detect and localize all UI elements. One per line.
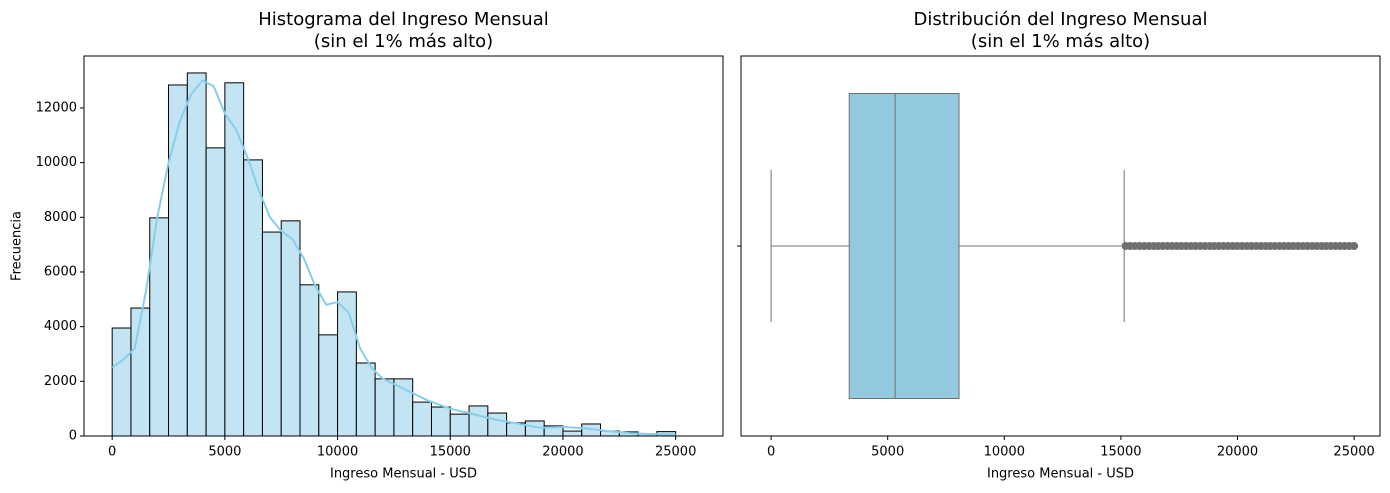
bar (562, 430, 583, 437)
x-tick-label: 5000 (871, 445, 904, 460)
x-tick-label: 0 (767, 445, 775, 460)
x-tick-label: 25000 (655, 445, 696, 460)
y-tick-label: 6000 (44, 264, 77, 279)
y-tick-label: 10000 (36, 155, 77, 170)
bar (224, 82, 245, 437)
bar (487, 412, 508, 437)
bar (430, 406, 451, 437)
bar (280, 220, 301, 437)
x-tick-label: 5000 (208, 445, 241, 460)
x-tick-label: 10000 (317, 445, 358, 460)
bar (111, 327, 132, 437)
bar (355, 362, 376, 437)
y-tick-label: 0 (69, 429, 77, 444)
bar (449, 413, 470, 437)
x-tick-label: 20000 (1217, 445, 1258, 460)
y-tick-label: 4000 (44, 319, 77, 334)
bar (205, 147, 226, 437)
box (848, 93, 960, 399)
bar (412, 401, 432, 437)
kde-line (111, 79, 676, 436)
y-tick-label: 8000 (44, 210, 77, 225)
bar (468, 405, 489, 437)
bar (374, 378, 395, 437)
bar (243, 159, 263, 437)
axes-frame (740, 55, 1381, 437)
y-axis-label: Frecuencia (10, 211, 25, 281)
bar (261, 231, 282, 437)
x-tick-label: 25000 (1333, 445, 1374, 460)
x-tick-label: 0 (108, 445, 116, 460)
bar (318, 334, 339, 437)
x-axis-label: Ingreso Mensual - USD (987, 467, 1134, 482)
axes-frame (83, 55, 724, 437)
chart-title: (sin el 1% más alto) (314, 31, 493, 52)
x-tick-label: 20000 (542, 445, 583, 460)
x-tick-label: 15000 (430, 445, 471, 460)
chart-title: Histograma del Ingreso Mensual (258, 9, 549, 30)
bar (168, 84, 188, 437)
y-tick-label: 12000 (36, 100, 77, 115)
chart-title: (sin el 1% más alto) (971, 31, 1150, 52)
y-tick-label: 2000 (44, 374, 77, 389)
x-tick-label: 15000 (1100, 445, 1141, 460)
x-tick-label: 10000 (984, 445, 1025, 460)
bar (186, 72, 207, 437)
outlier (1350, 242, 1359, 250)
chart-title: Distribución del Ingreso Mensual (914, 9, 1208, 30)
x-axis-label: Ingreso Mensual - USD (330, 467, 477, 482)
bar (299, 284, 320, 437)
bar (337, 291, 357, 437)
bar (393, 378, 414, 437)
bar (130, 307, 151, 437)
